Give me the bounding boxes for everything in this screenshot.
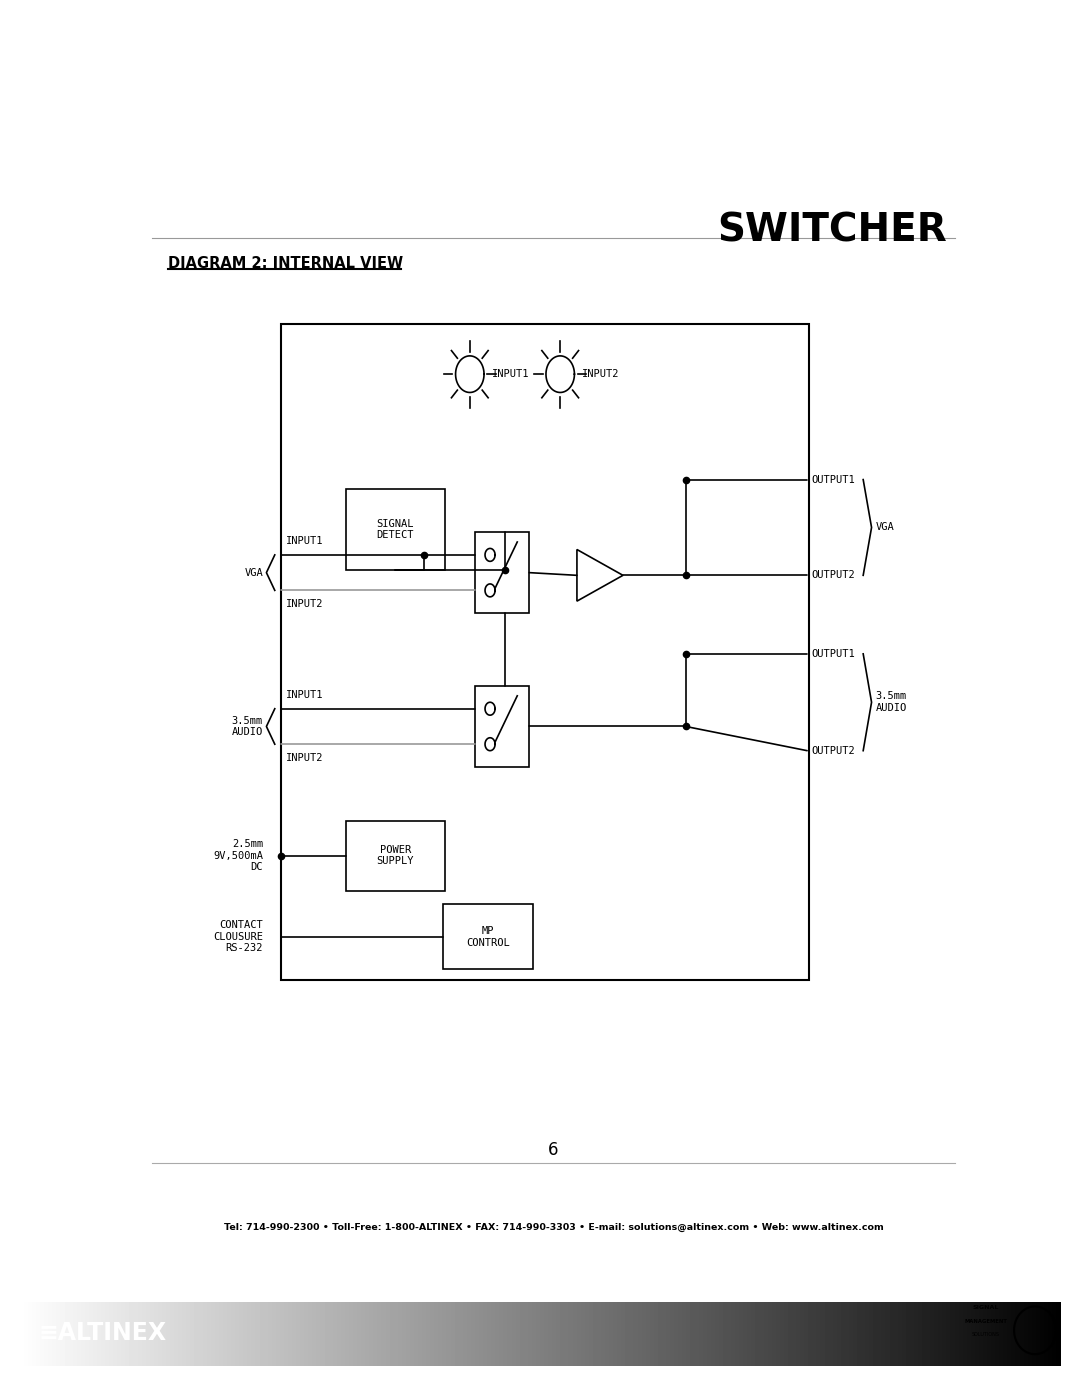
Text: Tel: 714-990-2300 • Toll-Free: 1-800-ALTINEX • FAX: 714-990-3303 • E-mail: solut: Tel: 714-990-2300 • Toll-Free: 1-800-ALT… [224,1222,883,1232]
Bar [346,489,445,570]
Text: INPUT2: INPUT2 [285,599,323,609]
Text: INPUT2: INPUT2 [582,369,620,379]
Text: ≡ALTINEX: ≡ALTINEX [38,1320,166,1345]
Text: MP
CONTROL: MP CONTROL [467,926,510,947]
Text: 6: 6 [549,1141,558,1158]
Text: OUTPUT1: OUTPUT1 [811,475,855,485]
Text: OUTPUT1: OUTPUT1 [811,648,855,659]
Text: CONTACT
CLOUSURE
RS-232: CONTACT CLOUSURE RS-232 [213,921,264,953]
Text: 3.5mm
AUDIO: 3.5mm AUDIO [876,692,907,712]
Text: INPUT1: INPUT1 [285,690,323,700]
Text: 3.5mm
AUDIO: 3.5mm AUDIO [232,715,264,738]
Text: POWER
SUPPLY: POWER SUPPLY [377,845,414,866]
Polygon shape [577,549,623,601]
Text: DIAGRAM 2: INTERNAL VIEW: DIAGRAM 2: INTERNAL VIEW [168,256,404,271]
Text: INPUT1: INPUT1 [285,536,323,546]
Bar [346,820,445,890]
Text: OUTPUT2: OUTPUT2 [811,570,855,580]
Text: SIGNAL: SIGNAL [973,1305,999,1309]
Text: SWITCHER: SWITCHER [717,212,947,250]
Text: VGA: VGA [244,567,264,577]
Bar [443,904,534,970]
Text: INPUT1: INPUT1 [491,369,529,379]
Text: 2.5mm
9V,500mA
DC: 2.5mm 9V,500mA DC [213,840,264,872]
Text: INPUT2: INPUT2 [285,753,323,763]
Bar [282,324,809,979]
Text: OUTPUT2: OUTPUT2 [811,746,855,756]
Text: MANAGEMENT: MANAGEMENT [964,1319,1008,1324]
Bar [475,686,529,767]
Text: SIGNAL
DETECT: SIGNAL DETECT [377,518,414,541]
Text: SOLUTIONS: SOLUTIONS [972,1333,1000,1337]
Text: VGA: VGA [876,522,894,532]
Bar [475,532,529,613]
